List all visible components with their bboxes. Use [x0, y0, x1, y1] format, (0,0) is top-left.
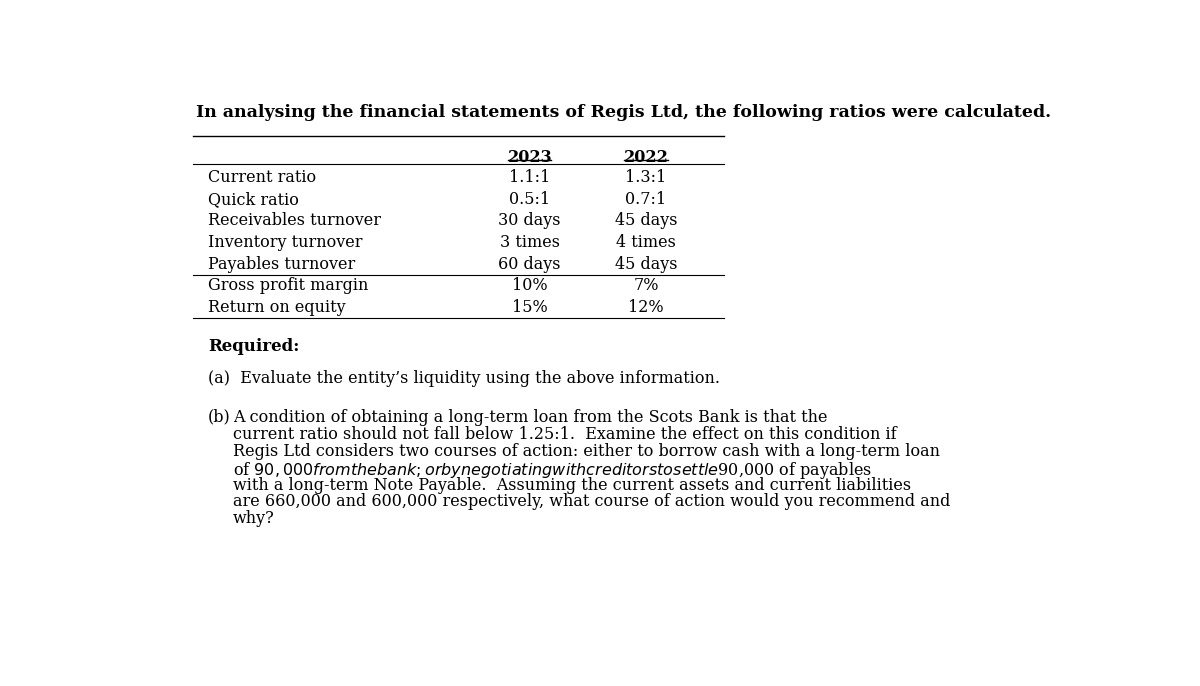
Text: (a)  Evaluate the entity’s liquidity using the above information.: (a) Evaluate the entity’s liquidity usin… [208, 370, 720, 388]
Text: 30 days: 30 days [498, 213, 562, 229]
Text: 2022: 2022 [624, 149, 668, 165]
Text: 60 days: 60 days [498, 256, 562, 272]
Text: A condition of obtaining a long-term loan from the Scots Bank is that the: A condition of obtaining a long-term loa… [233, 409, 828, 426]
Text: Inventory turnover: Inventory turnover [208, 234, 362, 251]
Text: 15%: 15% [512, 298, 547, 316]
Text: 45 days: 45 days [614, 256, 677, 272]
Text: Regis Ltd considers two courses of action: either to borrow cash with a long-ter: Regis Ltd considers two courses of actio… [233, 442, 940, 460]
Text: 12%: 12% [628, 298, 664, 316]
Text: (b): (b) [208, 409, 230, 426]
Text: 1.3:1: 1.3:1 [625, 169, 667, 187]
Text: 0.5:1: 0.5:1 [509, 191, 551, 208]
Text: Payables turnover: Payables turnover [208, 256, 355, 272]
Text: are 660,000 and 600,000 respectively, what course of action would you recommend : are 660,000 and 600,000 respectively, wh… [233, 493, 950, 510]
Text: 10%: 10% [512, 277, 547, 294]
Text: Receivables turnover: Receivables turnover [208, 213, 382, 229]
Text: 2023: 2023 [508, 149, 552, 165]
Text: Quick ratio: Quick ratio [208, 191, 299, 208]
Text: Gross profit margin: Gross profit margin [208, 277, 368, 294]
Text: 4 times: 4 times [616, 234, 676, 251]
Text: with a long-term Note Payable.  Assuming the current assets and current liabilit: with a long-term Note Payable. Assuming … [233, 477, 911, 493]
Text: In analysing the financial statements of Regis Ltd, the following ratios were ca: In analysing the financial statements of… [197, 104, 1051, 121]
Text: Required:: Required: [208, 338, 300, 355]
Text: of $90,000 from the bank; or by negotiating with creditors to settle $90,000 of : of $90,000 from the bank; or by negotiat… [233, 460, 872, 481]
Text: 1.1:1: 1.1:1 [509, 169, 551, 187]
Text: Current ratio: Current ratio [208, 169, 317, 187]
Text: 3 times: 3 times [499, 234, 559, 251]
Text: why?: why? [233, 510, 275, 528]
Text: Return on equity: Return on equity [208, 298, 346, 316]
Text: 45 days: 45 days [614, 213, 677, 229]
Text: 7%: 7% [634, 277, 659, 294]
Text: current ratio should not fall below 1.25:1.  Examine the effect on this conditio: current ratio should not fall below 1.25… [233, 426, 896, 442]
Text: 0.7:1: 0.7:1 [625, 191, 666, 208]
